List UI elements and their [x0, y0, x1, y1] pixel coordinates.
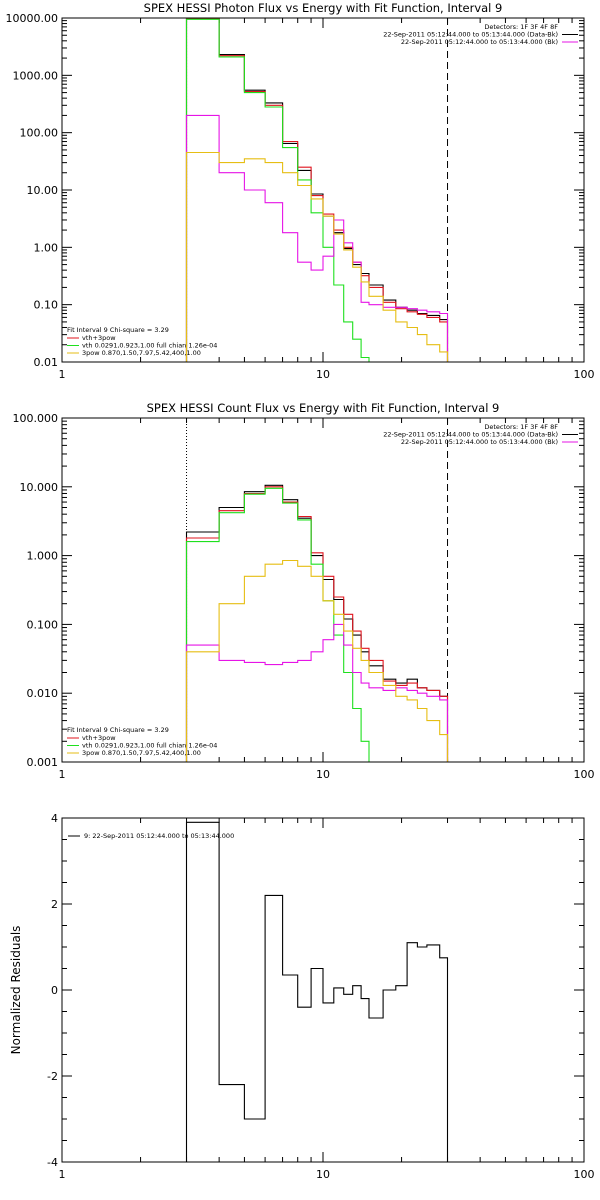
- header-line: 22-Sep-2011 05:12:44.000 to 05:13:44.000…: [383, 431, 558, 439]
- legend-title: Fit Interval 9 Chi-square = 3.29: [67, 726, 169, 734]
- plot-area: [185, 821, 455, 1162]
- x-tick-label: 1: [59, 768, 66, 781]
- legend-entry: 3pow 0.870,1.50,7.97,5.42,400,1.00: [82, 349, 201, 357]
- y-tick-label: 4: [51, 812, 58, 825]
- axes-frame: [61, 817, 585, 1163]
- x-tick-label: 10: [316, 1168, 330, 1181]
- x-tick-label: 10: [316, 368, 330, 381]
- y-tick-label: -2: [47, 1070, 58, 1083]
- header-line: Detectors: 1F 3F 4F 8F: [484, 423, 558, 431]
- y-tick-label: 0: [51, 984, 58, 997]
- x-tick-label: 100: [574, 768, 595, 781]
- y-tick-label: 0.010: [27, 687, 59, 700]
- y-axis-label: Normalized Residuals: [9, 926, 23, 1055]
- series-data: [185, 18, 455, 362]
- x-tick-label: 100: [574, 1168, 595, 1181]
- chart-panel-1: SPEX HESSI Photon Flux vs Energy with Fi…: [6, 1, 595, 381]
- x-tick-label: 1: [59, 1168, 66, 1181]
- series-vth: [185, 18, 390, 362]
- y-tick-label: 1.00: [34, 241, 59, 254]
- legend-entry: vth+3pow: [82, 734, 116, 742]
- series-3pow_yellow: [185, 559, 455, 762]
- series-3pow_magenta: [185, 114, 455, 362]
- y-tick-label: 0.10: [34, 299, 59, 312]
- x-tick-label: 10: [316, 768, 330, 781]
- chart-title: SPEX HESSI Count Flux vs Energy with Fit…: [147, 401, 500, 415]
- chart-title: SPEX HESSI Photon Flux vs Energy with Fi…: [144, 1, 503, 15]
- series-3pow_yellow: [185, 151, 455, 362]
- y-tick-label: 100.000: [13, 412, 59, 425]
- plot-area: [185, 18, 455, 362]
- y-tick-label: 10.00: [27, 184, 59, 197]
- y-tick-label: 0.100: [27, 618, 59, 631]
- legend-entry: 9: 22-Sep-2011 05:12:44.000 to 05:13:44.…: [84, 832, 234, 840]
- axes-frame: [61, 17, 585, 363]
- legend-entry: vth 0.0291,0.923,1.00 full chian 1.26e-0…: [82, 742, 217, 750]
- legend-entry: 3pow 0.870,1.50,7.97,5.42,400,1.00: [82, 749, 201, 757]
- legend-entry: vth 0.0291,0.923,1.00 full chian 1.26e-0…: [82, 342, 217, 350]
- series-vth: [185, 487, 376, 762]
- series-residuals: [185, 821, 455, 1162]
- y-tick-label: -4: [47, 1156, 58, 1169]
- x-tick-label: 1: [59, 368, 66, 381]
- y-tick-label: 100.00: [20, 127, 59, 140]
- series-data: [185, 484, 455, 762]
- plot-area: [185, 484, 455, 762]
- legend-title: Fit Interval 9 Chi-square = 3.29: [67, 326, 169, 334]
- x-tick-label: 100: [574, 368, 595, 381]
- header-line: 22-Sep-2011 05:12:44.000 to 05:13:44.000…: [401, 38, 558, 46]
- y-tick-label: 10.000: [20, 481, 59, 494]
- header-line: 22-Sep-2011 05:12:44.000 to 05:13:44.000…: [401, 438, 558, 446]
- header-line: Detectors: 1F 3F 4F 8F: [484, 23, 558, 31]
- series-fit: [185, 486, 455, 762]
- y-tick-label: 10000.00: [6, 12, 59, 25]
- chart-panel-3: 1 10 100 -4 -2 0 2 4 Normalized Residuals 9: 22-S…: [9, 812, 595, 1181]
- y-tick-label: 0.001: [27, 756, 59, 769]
- axes-frame: [61, 417, 585, 763]
- y-tick-label: 1000.00: [13, 69, 59, 82]
- y-tick-label: 1.000: [27, 550, 59, 563]
- series-3pow_magenta: [185, 623, 455, 762]
- y-tick-label: 0.01: [34, 356, 59, 369]
- header-line: 22-Sep-2011 05:12:44.000 to 05:13:44.000…: [383, 31, 558, 39]
- legend-entry: vth+3pow: [82, 334, 116, 342]
- chart-panel-2: SPEX HESSI Count Flux vs Energy with Fit…: [13, 401, 595, 781]
- y-tick-label: 2: [51, 898, 58, 911]
